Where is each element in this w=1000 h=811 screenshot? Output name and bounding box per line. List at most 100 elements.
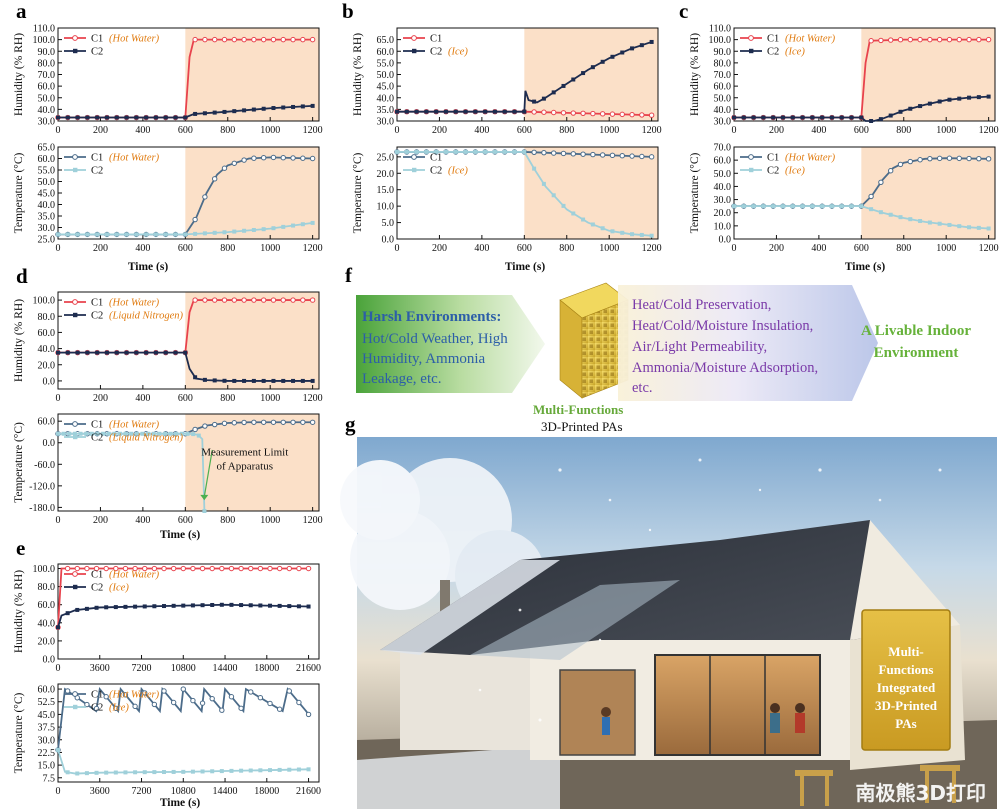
y-axis-label: Humidity (% RH) (352, 33, 364, 116)
data-point (231, 160, 237, 166)
x-tick-label: 800 (220, 393, 235, 404)
legend-label: C2 (91, 433, 103, 444)
living-room-window (655, 655, 820, 755)
data-point (202, 36, 208, 43)
legend-marker (73, 434, 78, 440)
y-axis-label: Temperature (°C) (13, 152, 25, 233)
data-point (65, 611, 70, 616)
data-point (114, 115, 119, 120)
series-line-c1 (57, 567, 309, 628)
data-point (414, 149, 419, 154)
data-point (232, 229, 237, 234)
data-point (163, 232, 168, 237)
data-point (113, 565, 119, 572)
data-point (927, 155, 933, 162)
data-point (296, 604, 301, 609)
data-point (800, 204, 805, 209)
data-point (550, 150, 557, 156)
data-point (183, 232, 188, 237)
data-point (104, 770, 109, 775)
data-point (103, 694, 109, 700)
data-point (183, 115, 188, 120)
x-tick-label: 18000 (254, 663, 279, 674)
x-tick-label: 600 (517, 243, 532, 254)
y-tick-label: 30.0 (38, 735, 56, 746)
x-tick-label: 1000 (936, 125, 956, 136)
data-point (473, 109, 478, 114)
data-point (560, 150, 567, 157)
data-point (260, 36, 267, 43)
y-axis-label: Temperature (°C) (689, 152, 701, 233)
data-point (144, 350, 149, 355)
legend-label: C1 (767, 34, 779, 45)
y-tick-label: 60.0 (38, 417, 56, 428)
data-point (561, 203, 566, 208)
y-axis-label: Temperature (°C) (352, 152, 364, 233)
data-point (937, 221, 942, 226)
legend-marker (73, 48, 78, 54)
data-point (600, 59, 605, 64)
y-tick-label: 40.0 (38, 105, 56, 116)
data-point (291, 223, 296, 228)
data-point (152, 604, 157, 609)
legend-label: C1 (91, 690, 103, 701)
plot-a-temperature: 25.030.035.040.045.050.055.060.065.0 0 200… (13, 143, 323, 255)
data-point (113, 705, 119, 711)
data-point (75, 115, 80, 120)
data-point (162, 604, 167, 609)
data-point (287, 767, 292, 772)
data-point (84, 565, 90, 572)
y-tick-label: 55.0 (377, 58, 395, 69)
stimulus-region (185, 28, 319, 121)
data-point (610, 54, 615, 59)
legend-label: C1 (91, 298, 103, 309)
data-point (956, 36, 962, 43)
data-point (502, 109, 507, 114)
panel-label-f: f (345, 263, 353, 287)
y-tick-label: 30.0 (377, 117, 395, 128)
harsh-line-1: Hot/Cold Weather, High (362, 331, 508, 347)
data-point (571, 77, 576, 82)
data-point (771, 115, 776, 120)
data-point (133, 604, 138, 609)
data-point (434, 149, 439, 154)
data-point (113, 770, 118, 775)
legend-note: (Hot Water) (109, 570, 160, 581)
pa-sign-board (861, 609, 951, 751)
data-point (610, 229, 615, 234)
data-point (300, 419, 306, 425)
data-point (151, 701, 158, 708)
snow-ground (357, 745, 560, 809)
data-point (296, 699, 302, 706)
data-point (241, 297, 247, 303)
data-point (65, 115, 70, 120)
x-axis-label: Time (s) (160, 529, 201, 541)
sign-line-5: PAs (895, 716, 916, 731)
data-point (820, 204, 825, 209)
data-point (142, 690, 148, 696)
y-tick-label: 60.0 (38, 685, 56, 696)
data-point (95, 350, 100, 355)
data-point (790, 204, 795, 209)
data-point (113, 605, 118, 610)
y-tick-label: 52.5 (38, 697, 56, 708)
data-point (124, 115, 129, 120)
data-point (211, 421, 218, 428)
data-point (541, 181, 546, 186)
x-tick-label: 400 (135, 515, 150, 526)
patio-chairs (795, 765, 960, 806)
person-figure-1 (770, 703, 780, 713)
watermark: 南极熊3D打印 (855, 781, 986, 805)
legend-label: C2 (767, 166, 779, 177)
data-point (541, 149, 547, 156)
data-point (878, 37, 884, 44)
data-point (276, 565, 283, 572)
x-tick-label: 400 (135, 243, 150, 254)
y-tick-label: 30.0 (714, 117, 732, 128)
data-point (967, 95, 972, 100)
x-tick-label: 0 (395, 125, 400, 136)
data-point (300, 297, 306, 303)
data-point (570, 151, 576, 157)
data-point (190, 603, 195, 608)
